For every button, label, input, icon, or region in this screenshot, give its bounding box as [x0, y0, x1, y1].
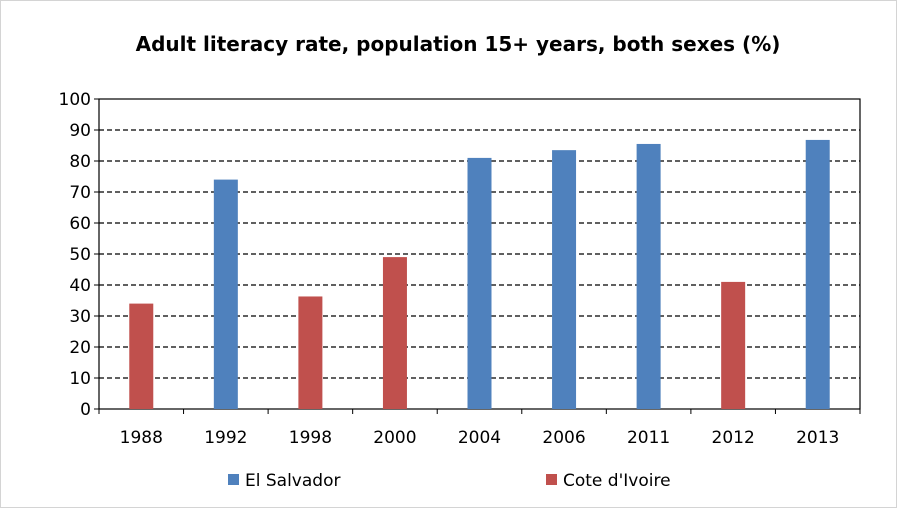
bar-el-salvador-2006	[552, 150, 577, 409]
bar-el-salvador-2004	[467, 157, 492, 409]
bar-el-salvador-1992	[213, 179, 238, 409]
legend-swatch-el-salvador	[228, 474, 239, 485]
y-tick-label: 90	[69, 121, 91, 141]
bar-cote-d-ivoire-1988	[129, 303, 154, 409]
x-tick-label: 2012	[712, 428, 755, 448]
bar-cote-d-ivoire-1998	[298, 296, 323, 409]
y-tick-label: 50	[69, 245, 91, 265]
x-tick-label: 2011	[627, 428, 670, 448]
x-tick-label: 1988	[120, 428, 163, 448]
x-tick-label: 2000	[373, 428, 416, 448]
y-tick-label: 10	[69, 369, 91, 389]
y-tick-label: 20	[69, 338, 91, 358]
bar-el-salvador-2011	[636, 143, 661, 409]
x-tick-label: 2013	[796, 428, 839, 448]
chart-title: Adult literacy rate, population 15+ year…	[136, 32, 781, 56]
y-tick-label: 80	[69, 152, 91, 172]
x-tick-label: 2006	[542, 428, 585, 448]
y-tick-label: 100	[59, 90, 91, 110]
bar-cote-d-ivoire-2000	[382, 257, 407, 409]
legend-swatch-cote-d-ivoire	[546, 474, 557, 485]
legend: El Salvador Cote d'Ivoire	[228, 471, 671, 491]
plot-area: 0 10 20 30 40 50 60 70 80 90 100 1988 1992 1998 2000 20…	[59, 90, 861, 448]
x-tick-label: 1998	[289, 428, 332, 448]
x-tick-label: 1992	[204, 428, 247, 448]
y-tick-label: 70	[69, 183, 91, 203]
y-tick-label: 40	[69, 276, 91, 296]
legend-label-cote-d-ivoire: Cote d'Ivoire	[563, 471, 671, 491]
y-tick-label: 60	[69, 214, 91, 234]
y-tick-label: 30	[69, 307, 91, 327]
bar-el-salvador-2013	[805, 139, 830, 410]
bar-cote-d-ivoire-2012	[721, 281, 746, 409]
legend-label-el-salvador: El Salvador	[245, 471, 340, 491]
x-tick-label: 2004	[458, 428, 501, 448]
y-tick-label: 0	[80, 400, 91, 420]
